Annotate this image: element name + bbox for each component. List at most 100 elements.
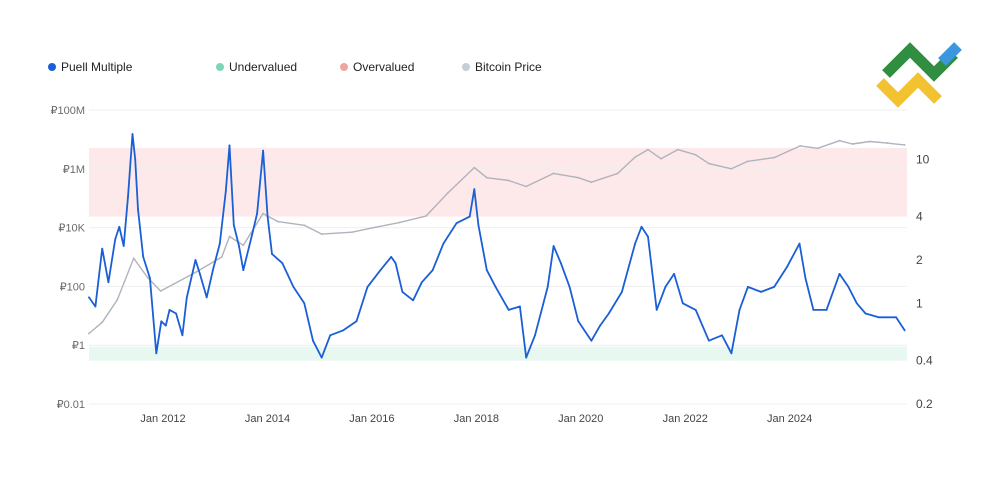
left-tick-label-1: ₽1M — [63, 164, 85, 176]
puell-multiple-point-5 — [118, 225, 121, 228]
puell-multiple-point-62 — [546, 286, 549, 288]
puell-multiple-point-61 — [534, 334, 536, 337]
bitcoin-price-line — [88, 139, 906, 335]
band-undervalued — [89, 346, 907, 361]
puell-multiple-point-49 — [420, 281, 423, 284]
left-tick-label-2: ₽10K — [58, 223, 85, 235]
puell-multiple-point-52 — [455, 222, 458, 225]
bitcoin-price-point-9 — [228, 235, 231, 238]
puell-multiple-point-58 — [507, 309, 510, 311]
puell-multiple-point-23 — [212, 269, 214, 271]
puell-multiple-point-81 — [730, 352, 733, 355]
valuation-bands — [89, 147, 907, 361]
puell-multiple-point-10 — [137, 208, 139, 211]
puell-multiple-point-29 — [242, 269, 245, 271]
legend-item-overvalued[interactable]: Overvalued — [340, 60, 414, 74]
puell-multiple-point-95 — [877, 316, 880, 319]
puell-multiple-point-87 — [798, 242, 801, 245]
puell-multiple-point-40 — [329, 334, 332, 337]
left-axis-ticks: ₽100M ₽1M ₽10K ₽100 ₽1 ₽0.01 — [50, 105, 85, 411]
puell-multiple-point-36 — [292, 286, 295, 288]
bitcoin-price-point-40 — [851, 143, 854, 145]
legend-label-puell-multiple: Puell Multiple — [61, 60, 133, 74]
puell-multiple-point-2 — [101, 247, 104, 250]
puell-multiple-point-45 — [390, 256, 393, 258]
puell-multiple-point-92 — [847, 286, 850, 288]
puell-multiple-point-48 — [412, 299, 414, 302]
puell-multiple-point-35 — [281, 262, 284, 265]
right-tick-label-1: 4 — [916, 210, 923, 224]
puell-multiple-point-26 — [228, 144, 231, 147]
puell-multiple-point-15 — [164, 324, 167, 327]
bitcoin-price-point-36 — [773, 156, 776, 159]
bitcoin-price-point-12 — [277, 220, 279, 223]
puell-multiple-point-1 — [94, 305, 97, 308]
puell-multiple-point-60 — [525, 356, 528, 359]
puell-multiple-point-8 — [131, 133, 134, 135]
puell-multiple-point-80 — [721, 334, 723, 337]
puell-multiple-point-78 — [694, 309, 697, 311]
bitcoin-price-point-6 — [172, 283, 175, 285]
bitcoin-price-point-15 — [351, 231, 353, 234]
puell-multiple-point-55 — [477, 224, 480, 226]
left-tick-label-0: ₽100M — [50, 105, 85, 117]
bitcoin-price-point-18 — [425, 215, 428, 217]
puell-multiple-line — [88, 133, 906, 359]
legend-label-bitcoin-price: Bitcoin Price — [475, 60, 542, 74]
puell-multiple-point-9 — [134, 158, 137, 161]
puell-multiple-point-28 — [238, 245, 240, 247]
puell-multiple-point-0 — [88, 296, 90, 299]
legend-dot-puell-multiple — [48, 63, 56, 71]
puell-multiple-point-11 — [142, 256, 145, 258]
puell-multiple-point-33 — [266, 215, 269, 218]
puell-multiple-point-90 — [825, 309, 828, 311]
puell-multiple-point-24 — [218, 242, 221, 245]
right-axis-ticks: 10 4 2 1 0.4 0.2 — [916, 152, 933, 411]
legend-item-puell-multiple[interactable]: Puell Multiple — [48, 60, 132, 74]
puell-multiple-point-43 — [366, 286, 369, 288]
right-tick-label-0: 10 — [916, 152, 930, 166]
puell-multiple-point-79 — [708, 339, 710, 342]
logo-yellow-stroke — [876, 72, 942, 108]
puell-multiple-point-6 — [122, 245, 125, 247]
right-tick-label-5: 0.2 — [916, 397, 933, 411]
bitcoin-price-point-31 — [676, 148, 679, 151]
right-tick-label-4: 0.4 — [916, 354, 933, 368]
bitcoin-price-point-8 — [220, 256, 223, 258]
puell-multiple-point-54 — [473, 188, 476, 191]
puell-multiple-point-77 — [681, 302, 684, 305]
x-axis-ticks: Jan 2012 Jan 2014 Jan 2016 Jan 2018 Jan 2020… — [140, 413, 812, 425]
puell-multiple-point-57 — [494, 286, 497, 288]
puell-multiple-point-13 — [155, 352, 158, 355]
puell-multiple-point-93 — [855, 302, 858, 305]
puell-multiple-point-63 — [552, 245, 555, 247]
right-tick-label-2: 2 — [916, 253, 923, 267]
bitcoin-price-point-35 — [747, 160, 749, 163]
bitcoin-price-point-3 — [132, 257, 135, 260]
legend-item-bitcoin-price[interactable]: Bitcoin Price — [462, 60, 542, 74]
left-tick-label-5: ₽0.01 — [57, 399, 85, 411]
brand-logo — [876, 42, 962, 108]
bitcoin-price-point-39 — [838, 139, 841, 142]
bitcoin-price-point-27 — [616, 172, 619, 175]
puell-multiple-point-22 — [205, 296, 208, 299]
right-tick-label-3: 1 — [916, 296, 923, 310]
puell-multiple-point-39 — [320, 356, 323, 359]
puell-multiple-point-72 — [640, 225, 643, 228]
bitcoin-price-point-2 — [116, 298, 119, 301]
puell-multiple-point-70 — [621, 291, 623, 293]
puell-multiple-point-21 — [199, 273, 201, 275]
puell-multiple-point-46 — [394, 262, 397, 265]
bitcoin-price-point-23 — [525, 185, 528, 188]
bitcoin-price-point-1 — [101, 321, 104, 324]
puell-multiple-point-30 — [251, 233, 254, 236]
puell-multiple-point-96 — [895, 316, 897, 319]
legend-item-undervalued[interactable]: Undervalued — [216, 60, 297, 74]
puell-multiple-point-66 — [577, 320, 580, 323]
left-tick-label-4: ₽1 — [72, 340, 85, 352]
bitcoin-price-point-33 — [708, 162, 710, 165]
puell-multiple-point-20 — [194, 259, 197, 261]
puell-multiple-point-65 — [568, 286, 571, 288]
bitcoin-price-point-29 — [647, 148, 649, 151]
